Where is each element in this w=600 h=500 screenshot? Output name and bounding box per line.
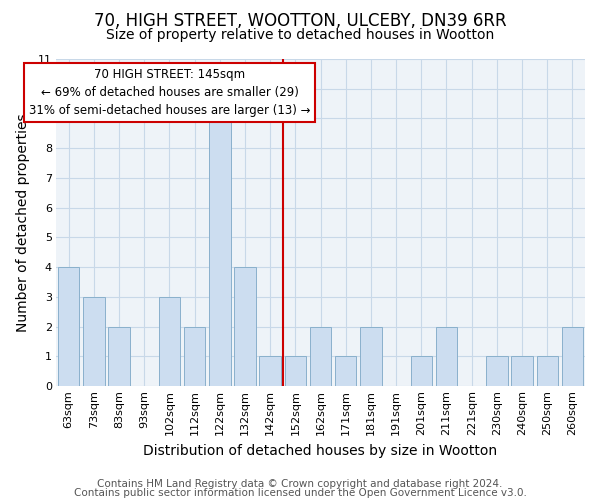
Text: Contains HM Land Registry data © Crown copyright and database right 2024.: Contains HM Land Registry data © Crown c… xyxy=(97,479,503,489)
Bar xyxy=(360,326,382,386)
Bar xyxy=(234,267,256,386)
Bar xyxy=(486,356,508,386)
Bar xyxy=(562,326,583,386)
Text: Contains public sector information licensed under the Open Government Licence v3: Contains public sector information licen… xyxy=(74,488,526,498)
Bar xyxy=(511,356,533,386)
Bar xyxy=(410,356,432,386)
Bar xyxy=(335,356,356,386)
Bar xyxy=(209,118,230,386)
Y-axis label: Number of detached properties: Number of detached properties xyxy=(16,113,29,332)
Bar xyxy=(259,356,281,386)
Bar xyxy=(536,356,558,386)
Bar xyxy=(159,297,180,386)
Bar xyxy=(184,326,205,386)
Bar xyxy=(284,356,306,386)
Text: Size of property relative to detached houses in Wootton: Size of property relative to detached ho… xyxy=(106,28,494,42)
Bar xyxy=(310,326,331,386)
Bar xyxy=(109,326,130,386)
Bar xyxy=(436,326,457,386)
Text: 70 HIGH STREET: 145sqm
← 69% of detached houses are smaller (29)
31% of semi-det: 70 HIGH STREET: 145sqm ← 69% of detached… xyxy=(29,68,310,117)
X-axis label: Distribution of detached houses by size in Wootton: Distribution of detached houses by size … xyxy=(143,444,497,458)
Bar xyxy=(58,267,79,386)
Bar xyxy=(83,297,104,386)
Text: 70, HIGH STREET, WOOTTON, ULCEBY, DN39 6RR: 70, HIGH STREET, WOOTTON, ULCEBY, DN39 6… xyxy=(94,12,506,30)
